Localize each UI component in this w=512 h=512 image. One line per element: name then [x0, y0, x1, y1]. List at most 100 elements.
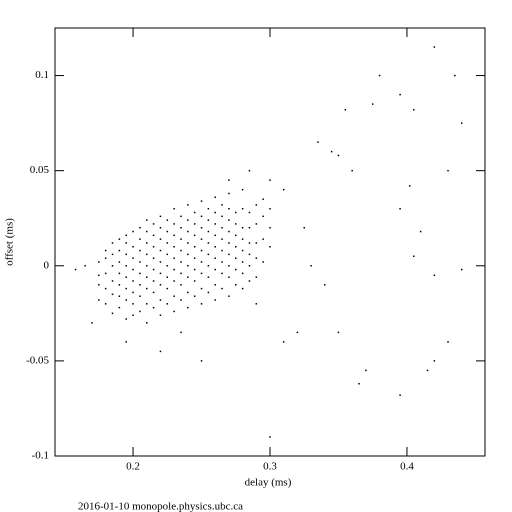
- point: [118, 295, 121, 297]
- point: [399, 93, 401, 96]
- point: [344, 109, 347, 111]
- point: [125, 341, 127, 343]
- point: [282, 188, 285, 191]
- point: [159, 284, 162, 286]
- point: [296, 331, 299, 334]
- point: [248, 169, 251, 172]
- point: [282, 341, 285, 343]
- point: [173, 207, 175, 210]
- point: [104, 303, 107, 305]
- point: [413, 255, 415, 258]
- point: [139, 310, 141, 313]
- point: [207, 207, 210, 210]
- point: [125, 265, 127, 267]
- point: [118, 238, 121, 240]
- point: [255, 204, 258, 206]
- x-axis-label: delay (ms): [245, 477, 292, 489]
- y-axis-label: offset (ms): [4, 218, 16, 266]
- point: [221, 287, 223, 290]
- point: [118, 249, 121, 252]
- point: [262, 198, 264, 200]
- point: [214, 223, 216, 225]
- point: [248, 265, 251, 267]
- point: [132, 291, 134, 294]
- point: [248, 280, 251, 282]
- point: [228, 219, 230, 221]
- point: [228, 253, 230, 256]
- point: [248, 242, 251, 244]
- point: [200, 238, 203, 240]
- point: [317, 141, 319, 143]
- point: [146, 253, 148, 256]
- point: [214, 211, 216, 214]
- point: [132, 246, 134, 248]
- point: [207, 265, 210, 267]
- point: [187, 276, 189, 278]
- point: [207, 242, 210, 244]
- point: [180, 299, 182, 301]
- point: [235, 257, 237, 259]
- point: [351, 169, 353, 172]
- y-tick-label: -0.1: [32, 450, 49, 462]
- point: [180, 226, 182, 229]
- point: [180, 249, 182, 252]
- point: [104, 257, 107, 259]
- point: [221, 272, 223, 275]
- point: [125, 299, 127, 301]
- point: [269, 179, 271, 181]
- point: [221, 226, 223, 229]
- point: [187, 253, 189, 256]
- point: [255, 257, 258, 259]
- point: [241, 188, 244, 191]
- point: [159, 249, 162, 252]
- point: [365, 369, 367, 372]
- point: [125, 276, 127, 278]
- point: [399, 394, 401, 396]
- point: [269, 226, 271, 229]
- point: [207, 276, 210, 278]
- point: [118, 284, 121, 286]
- point: [207, 219, 210, 221]
- point: [241, 226, 244, 229]
- point: [104, 272, 107, 275]
- point: [235, 268, 237, 271]
- point: [241, 238, 244, 240]
- point: [235, 246, 237, 248]
- point: [447, 341, 449, 343]
- point: [187, 306, 189, 309]
- point: [159, 272, 162, 275]
- point: [214, 234, 216, 237]
- point: [235, 211, 237, 214]
- point: [132, 303, 134, 305]
- point: [118, 261, 121, 263]
- point: [193, 246, 196, 248]
- point: [146, 287, 148, 290]
- y-tick-label: 0.05: [30, 164, 50, 176]
- point: [139, 272, 141, 275]
- point: [152, 234, 155, 237]
- point: [193, 295, 196, 297]
- point: [337, 331, 340, 334]
- point: [187, 219, 189, 221]
- point: [399, 207, 401, 210]
- point: [200, 261, 203, 263]
- point: [207, 253, 210, 256]
- point: [255, 242, 258, 244]
- point: [91, 322, 93, 324]
- point: [125, 287, 127, 290]
- point: [228, 265, 230, 267]
- point: [173, 223, 175, 225]
- point: [426, 369, 429, 372]
- point: [132, 314, 134, 316]
- point: [173, 268, 175, 271]
- point: [98, 284, 100, 286]
- point: [248, 253, 251, 256]
- point: [166, 303, 169, 305]
- point: [193, 223, 196, 225]
- point: [180, 215, 182, 218]
- point: [132, 280, 134, 282]
- point: [221, 204, 223, 206]
- point: [454, 74, 456, 77]
- point: [200, 303, 203, 305]
